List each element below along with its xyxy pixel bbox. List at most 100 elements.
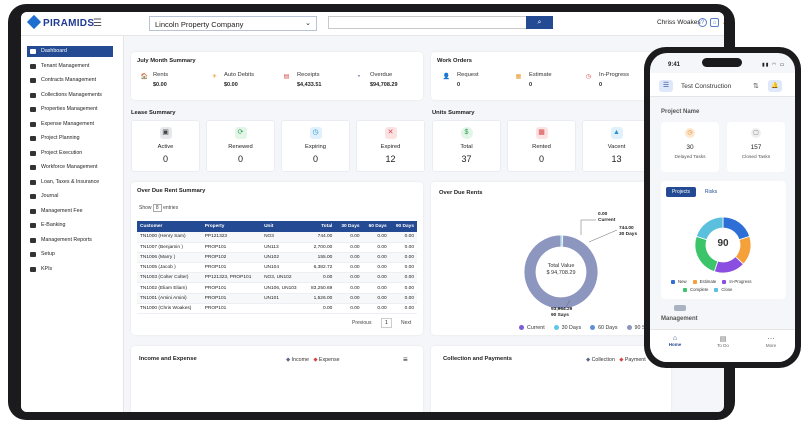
slice-new[interactable] — [722, 216, 751, 241]
slice-close[interactable] — [695, 216, 724, 241]
logo-icon — [26, 14, 42, 30]
sidebar-item-management-reports[interactable]: Management Reports — [27, 235, 113, 246]
entries-select[interactable]: 8 — [152, 204, 162, 212]
sidebar-item-journal[interactable]: Journal — [27, 191, 113, 202]
column-header[interactable]: Total — [304, 221, 336, 232]
hamburger-icon[interactable]: ≡ — [403, 355, 408, 364]
vacent-label: Vacent — [607, 144, 626, 150]
section-title: Project Name — [661, 109, 700, 115]
nav-more[interactable]: ⋯ More — [760, 335, 782, 348]
units-vacent-card[interactable]: ▲ Vacent 13 — [582, 120, 651, 172]
nav-home[interactable]: ⌂ Home — [664, 335, 686, 347]
sidebar-icon-management-fee — [30, 208, 36, 214]
rents-label: Rents — [153, 72, 169, 78]
show-entries: Show 8 entries — [139, 204, 178, 212]
callout-90days-value: 93,964.29 — [551, 307, 573, 312]
sidebar-item-properties-management[interactable]: Properties Management — [27, 104, 113, 115]
work-orders-card: Work Orders 👤 Request 0 ▦ Estimate 0 ◷ I… — [431, 52, 671, 100]
units-rented-card[interactable]: ▦ Rented 0 — [507, 120, 576, 172]
sidebar-item-setup[interactable]: Setup — [27, 249, 113, 260]
table-row[interactable]: TN1003 (Colter Colter) PP121323, PROP101 N… — [137, 272, 417, 284]
sidebar-item-label: Journal — [41, 193, 59, 199]
user-name[interactable]: Chriss Woakes — [657, 19, 701, 26]
column-header[interactable]: Unit — [261, 221, 305, 232]
legend-marker — [519, 325, 524, 330]
sort-icon[interactable]: ⇅ — [753, 83, 759, 90]
sidebar-item-kpis[interactable]: KPIs — [27, 264, 113, 275]
sidebar-item-workforce-management[interactable]: Workforce Management — [27, 162, 113, 173]
table-cell: 0.00 — [389, 262, 417, 274]
sidebar-item-label: E-Banking — [41, 222, 66, 228]
sidebar-item-expense-management[interactable]: Expense Management — [27, 119, 113, 130]
table-row[interactable]: TN1005 (Jacob ) PROP101 UN104 6,382.72 0.00 0… — [137, 262, 417, 274]
in-progress-label: In-Progress — [599, 72, 629, 78]
search-button[interactable]: ⌕ — [526, 16, 553, 29]
expired-icon: ✕ — [384, 127, 397, 139]
table-cell: PROP101 — [201, 262, 262, 274]
sidebar-item-label: Expense Management — [41, 120, 95, 127]
next-page-button[interactable]: Next — [401, 320, 412, 326]
sidebar-icon-contracts-management — [30, 78, 36, 83]
nav-todo[interactable]: ▤ To Do — [712, 335, 734, 348]
table-row[interactable]: TN1002 (Eliam Eliam) PROP101 UN106, UN103 8… — [137, 282, 417, 294]
sidebar-icon-properties-management — [30, 107, 36, 112]
help-icon[interactable]: ? — [698, 18, 707, 27]
sidebar-item-tenant-management[interactable]: Tenant Management — [27, 61, 113, 72]
lease-renewed-card[interactable]: ⟳ Renewed 0 — [206, 120, 275, 172]
table-row[interactable]: TN1000 (Henry Sam) PP121323 NO3 744.00 0.00 0… — [137, 232, 417, 243]
table-row[interactable]: TN1001 (Amini Amini) PROP101 UN101 1,526.00… — [137, 293, 417, 304]
home-icon[interactable]: ⌂ — [710, 18, 719, 27]
table-cell: 155.00 — [304, 252, 336, 264]
notification-icon[interactable]: 🔔 — [722, 18, 724, 27]
sidebar-item-loan-taxes-insurance[interactable]: Loan, Taxes & Insurance — [27, 177, 113, 188]
table-row[interactable]: TN1006 (Marry ) PROP102 UN102 155.00 0.00 0.0… — [137, 252, 417, 264]
table-cell: 0.00 — [362, 252, 390, 264]
column-header[interactable]: 30 Days — [335, 221, 363, 232]
tab-risks[interactable]: Risks — [704, 189, 718, 195]
previous-page-button[interactable]: Previous — [352, 320, 372, 326]
hamburger-icon[interactable]: ☰ — [93, 18, 102, 29]
sidebar-item-project-planning[interactable]: Project Planning — [27, 133, 113, 144]
table-row[interactable]: TN1007 (Benjamin ) PROP101 UN113 2,700.00 0.… — [137, 242, 417, 253]
app-logo[interactable]: PIRAMIDS — [26, 14, 94, 30]
menu-icon[interactable]: ☰ — [659, 80, 673, 92]
bell-icon[interactable]: 🔔 — [768, 80, 782, 92]
table-cell: 0.00 — [335, 282, 363, 294]
lease-summary-title: Lease Summary — [131, 110, 176, 116]
units-total-card[interactable]: $ Total 37 — [432, 120, 501, 172]
overdue-label: Overdue — [370, 72, 393, 78]
sidebar-item-management-fee[interactable]: Management Fee — [27, 206, 113, 217]
sidebar-item-e-banking[interactable]: E-Banking — [27, 220, 113, 231]
lease-active-card[interactable]: ▣ Active 0 — [131, 120, 200, 172]
sidebar-item-collections-managements[interactable]: Collections Managements — [27, 90, 113, 101]
search-input[interactable] — [328, 16, 528, 29]
table-cell: TN1000 (Henry Sam) — [137, 232, 202, 243]
lease-expiring-card[interactable]: ◷ Expiring 0 — [281, 120, 350, 172]
column-header[interactable]: 60 Days — [362, 221, 390, 232]
sidebar-item-label: Properties Management — [41, 106, 98, 112]
closed-tasks-card[interactable]: ▢ 157 Closed Tasks — [727, 122, 785, 172]
delayed-tasks-card[interactable]: ◷ 30 Delayed Tasks — [661, 122, 719, 172]
column-header[interactable]: Property — [201, 221, 262, 232]
table-row[interactable]: TN1000 (Chris Woakes) PROP101 0.00 0.00 0.00… — [137, 303, 417, 315]
legend-item: New — [671, 278, 687, 286]
table-cell: 0.00 — [362, 242, 390, 253]
slice-90-says[interactable] — [523, 234, 599, 310]
sidebar-item-contracts-management[interactable]: Contracts Management — [27, 75, 113, 86]
lease-expired-card[interactable]: ✕ Expired 12 — [356, 120, 425, 172]
page-number-button[interactable]: 1 — [381, 318, 392, 328]
column-header[interactable]: 90 Days — [389, 221, 417, 232]
rents-icon: 🏠 — [140, 74, 149, 80]
column-header[interactable]: Customer — [137, 221, 202, 232]
callout-30days-line — [588, 229, 618, 243]
sidebar-item-label: Dashboard — [41, 48, 67, 54]
sidebar-item-dashboard[interactable]: Dashboard — [27, 46, 113, 57]
tab-projects[interactable]: Projects — [666, 187, 696, 197]
request-icon: 👤 — [442, 74, 451, 80]
table-cell: 0.00 — [362, 232, 390, 243]
income-label: Income — [291, 357, 309, 363]
sidebar-icon-management-reports — [30, 237, 36, 243]
sidebar-item-project-execution[interactable]: Project Execution — [27, 148, 113, 159]
company-select[interactable]: Lincoln Property Company ⌄ — [149, 16, 317, 31]
legend-item: 60 Days — [590, 325, 618, 331]
